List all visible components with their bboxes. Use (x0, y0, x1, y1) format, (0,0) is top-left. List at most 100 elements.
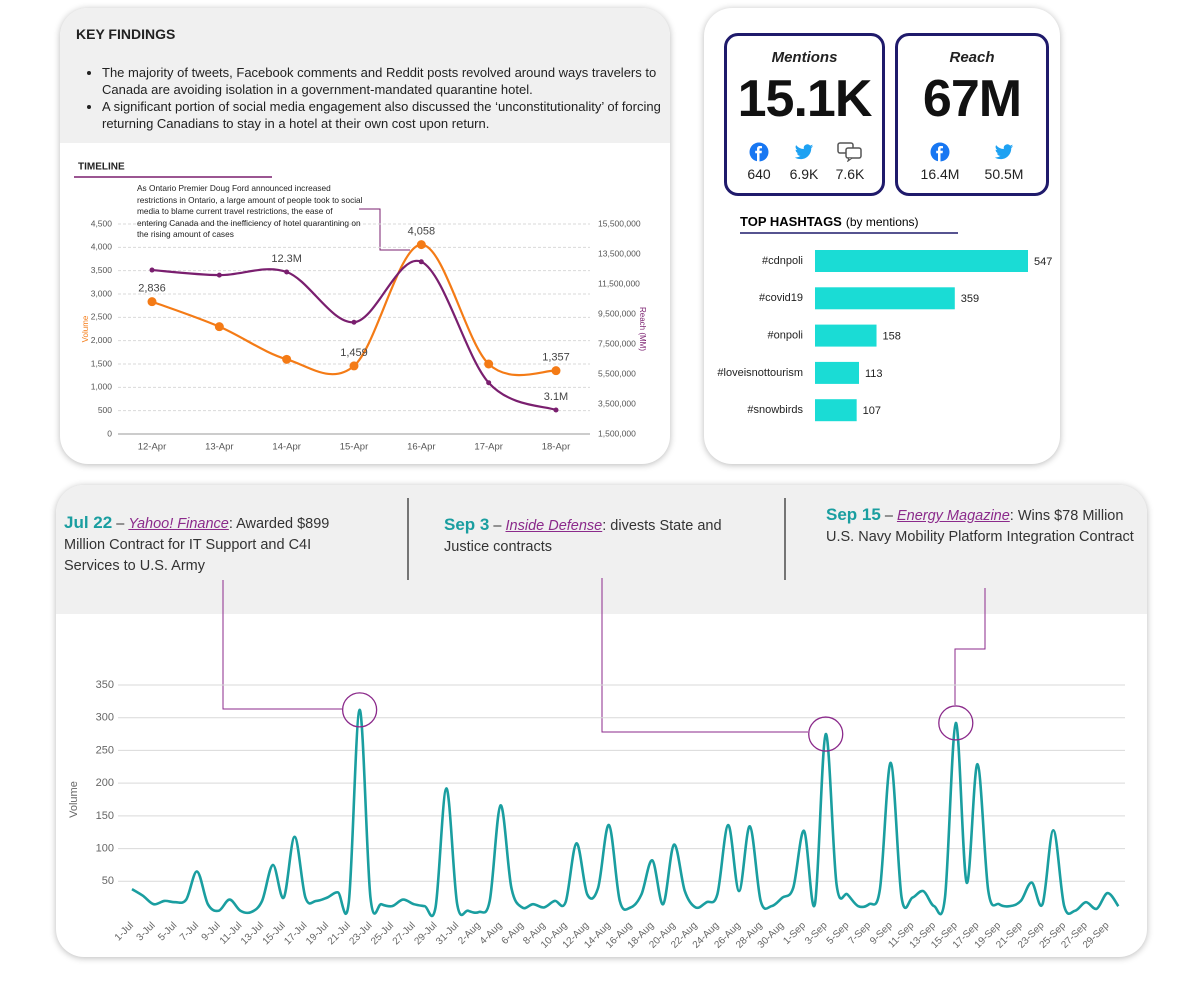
y-tick-label: 300 (96, 712, 114, 724)
x-tick-label: 15-Jul (261, 920, 288, 947)
x-tick-label: 6-Aug (500, 920, 527, 947)
x-tick-label: 23-Jul (347, 920, 374, 947)
y-tick-label: 150 (96, 810, 114, 822)
y-tick-label: 1,500 (91, 358, 113, 368)
finding: A significant portion of social media en… (102, 98, 682, 132)
x-tick-label: 1-Jul (113, 920, 136, 943)
hashtag-subtitle: (by mentions) (846, 215, 919, 229)
y-tick-label: 500 (98, 405, 112, 415)
channel-value: 16.4M (920, 166, 960, 182)
findings-list: The majority of tweets, Facebook comment… (84, 64, 682, 132)
point (147, 297, 157, 307)
point (216, 272, 222, 278)
x-tick-label: 1-Sep (781, 920, 808, 947)
highlight-circle (938, 705, 974, 741)
y2-tick-label: 3,500,000 (598, 398, 636, 408)
x-tick-label: 14-Apr (272, 442, 301, 453)
x-tick-label: 7-Jul (178, 920, 201, 943)
mentions-card: Mentions 15.1K 640 6.9K 7.6K (724, 33, 885, 196)
channel-value: 6.9K (789, 166, 819, 182)
x-tick-label: 2-Aug (456, 920, 483, 947)
card-value: 15.1K (737, 70, 873, 128)
y-tick-label: 2,500 (91, 312, 113, 322)
x-tick-label: 3-Jul (135, 920, 158, 943)
y-tick-label: 1,000 (91, 382, 113, 392)
x-tick-label: 4-Aug (478, 920, 505, 947)
highlight-circle (341, 692, 378, 728)
x-tick-label: 5-Sep (825, 920, 852, 947)
findings-panel (60, 8, 670, 464)
event-annotation: Sep 15 – Energy Magazine: Wins $78 Milli… (826, 504, 1144, 548)
point (349, 361, 359, 371)
x-tick-label: 7-Sep (846, 920, 873, 947)
x-tick-label: 17-Jul (282, 920, 309, 947)
bar-label: #cdnpoli (762, 255, 803, 267)
point (553, 407, 559, 413)
y-axis-title: Volume (81, 315, 90, 342)
y-tick-label: 350 (96, 679, 114, 691)
event-annotation: Jul 22 – Yahoo! Finance: Awarded $899 Mi… (64, 512, 364, 577)
twitter-icon (794, 144, 814, 160)
channel: 7.6K (825, 142, 875, 182)
point (214, 322, 224, 332)
event-source: Energy Magazine (896, 508, 1010, 524)
hashtag-title: TOP HASHTAGS (by mentions) (740, 214, 919, 229)
point (418, 259, 424, 265)
event-dash: – (116, 516, 125, 532)
value-label: 359 (961, 293, 979, 305)
x-tick-label: 13-Jul (239, 920, 266, 947)
x-tick-label: 11-Jul (218, 920, 245, 947)
y-tick-label: 4,500 (91, 218, 113, 228)
event-source: Inside Defense (505, 518, 603, 534)
point (149, 267, 155, 273)
point (351, 319, 357, 325)
card-value: 67M (922, 70, 1022, 128)
value-label: 547 (1034, 256, 1052, 268)
bar (815, 361, 860, 384)
finding: The majority of tweets, Facebook comment… (102, 64, 682, 98)
y2-tick-label: 9,500,000 (598, 308, 636, 318)
event-text: : Awarded $899 Million Contract for IT S… (64, 516, 330, 574)
data-label: 12.3M (271, 253, 302, 265)
channel: 16.4M (915, 142, 965, 182)
x-tick-label: 29-Jul (412, 920, 439, 947)
point (282, 354, 292, 364)
event-connector (222, 580, 342, 710)
event-text: : divests State and Justice contracts (444, 518, 722, 555)
facebook-icon (930, 142, 950, 162)
y2-axis-title: Reach (MM) (638, 307, 647, 351)
point (486, 380, 492, 386)
facebook-icon (749, 142, 769, 162)
bar (815, 324, 877, 347)
event-connector (601, 578, 808, 733)
event-dash: – (884, 508, 893, 524)
y-axis-title: Volume (68, 781, 80, 818)
twitter-icon (994, 144, 1014, 160)
y2-tick-label: 15,500,000 (598, 218, 641, 228)
x-tick-label: 18-Apr (542, 442, 571, 453)
point (484, 359, 494, 369)
channel: 50.5M (979, 142, 1029, 182)
point (284, 269, 290, 275)
annotation-connector (359, 208, 410, 251)
highlight-circle (808, 716, 844, 752)
point (416, 240, 426, 250)
x-tick-label: 3-Sep (803, 920, 830, 947)
x-tick-label: 25-Jul (369, 920, 396, 947)
x-tick-label: 31-Jul (434, 920, 461, 947)
data-label: 1,459 (340, 347, 368, 359)
card-label: Mentions (771, 49, 838, 66)
value-label: 107 (863, 405, 881, 417)
forum-icon (837, 142, 862, 162)
point (551, 366, 561, 376)
y-tick-label: 200 (96, 777, 114, 789)
x-tick-label: 13-Apr (205, 442, 234, 453)
bar-label: #onpoli (768, 330, 803, 342)
timeline-annotation: As Ontario Premier Doug Ford announced i… (137, 183, 363, 240)
y-tick-label: 100 (96, 842, 114, 854)
event-text: : Wins $78 Million U.S. Navy Mobility Pl… (826, 508, 1134, 545)
channel-value: 7.6K (835, 166, 865, 182)
event-date: Sep 15 (826, 505, 881, 524)
